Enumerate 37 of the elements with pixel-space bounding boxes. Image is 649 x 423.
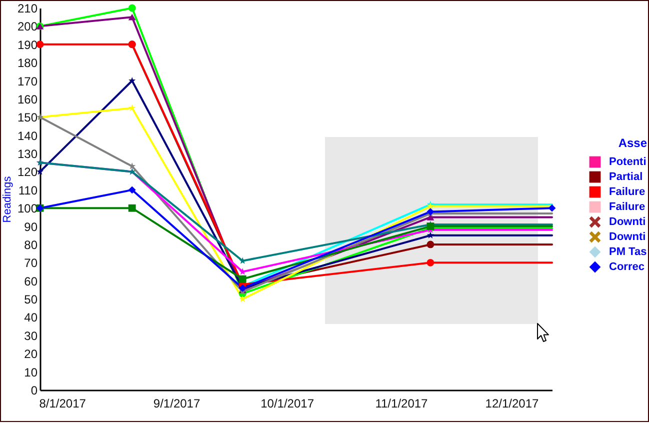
x-tick-label: 12/1/2017 [485, 396, 539, 410]
y-tick-label: 0 [30, 384, 38, 398]
y-tick-label: 120 [17, 165, 38, 180]
y-tick-label: 110 [18, 183, 38, 198]
y-tick-label: 30 [24, 328, 38, 343]
y-tick-label: 180 [17, 56, 38, 70]
x-tick-label: 9/1/2017 [153, 396, 200, 410]
y-tick-label: 60 [24, 274, 38, 288]
x-tick-label: 11/1/2017 [375, 396, 428, 410]
legend-label: PM Tas [609, 246, 647, 258]
y-tick-label: 190 [17, 38, 38, 52]
legend-label: Correc [609, 261, 644, 273]
y-tick-label: 140 [17, 128, 38, 143]
x-tick-label: 10/1/2017 [260, 396, 314, 410]
y-tick-label: 150 [17, 110, 38, 125]
y-axis-title: Readings [1, 176, 14, 223]
legend-label: Potenti [609, 156, 646, 168]
legend-title: Asse [618, 136, 648, 150]
x-tick-label: 8/1/2017 [39, 396, 86, 410]
legend-label: Failure [609, 186, 646, 198]
y-tick-label: 170 [17, 74, 38, 88]
y-tick-label: 200 [17, 20, 38, 34]
y-tick-label: 80 [24, 238, 38, 252]
y-tick-label: 70 [24, 256, 38, 270]
y-tick-label: 10 [24, 365, 38, 380]
legend-label: Partial [609, 171, 643, 183]
y-tick-label: 130 [17, 147, 38, 162]
y-tick-label: 100 [17, 202, 38, 216]
legend-label: Downti [609, 231, 646, 243]
y-tick-label: 40 [24, 310, 38, 325]
y-tick-label: 210 [17, 2, 38, 16]
y-tick-label: 90 [24, 220, 38, 234]
y-tick-label: 20 [24, 347, 38, 362]
y-tick-label: 50 [24, 292, 38, 307]
legend-label: Failure [609, 201, 646, 213]
legend-label: Downti [609, 216, 646, 228]
y-tick-label: 160 [17, 92, 38, 106]
